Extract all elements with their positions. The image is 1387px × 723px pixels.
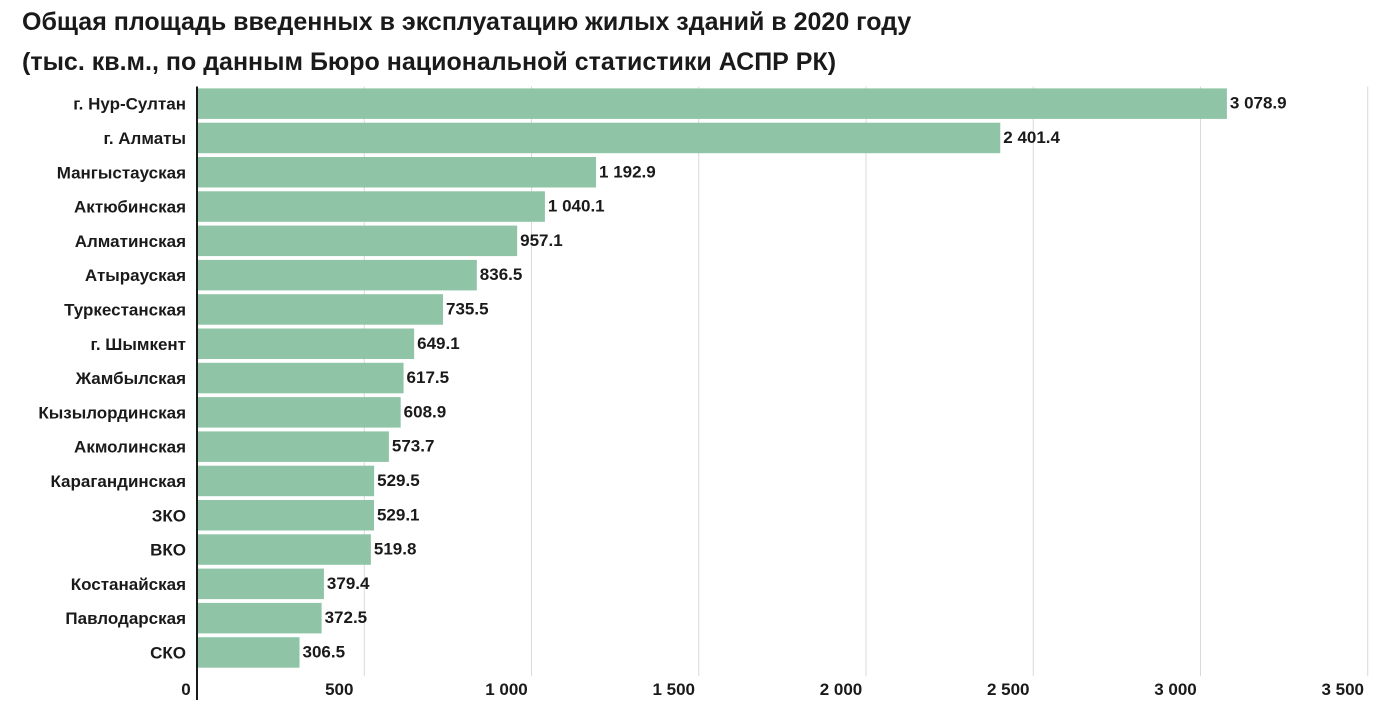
value-label: 836.5 <box>480 265 523 284</box>
bar <box>197 294 444 325</box>
value-label: 529.1 <box>377 505 420 524</box>
value-label: 529.5 <box>377 471 420 490</box>
category-label: ЗКО <box>152 506 186 525</box>
bar <box>197 465 375 497</box>
bar <box>197 602 322 634</box>
x-tick-label: 1 000 <box>485 680 528 699</box>
category-label: Алматинская <box>75 232 186 251</box>
value-labels: 3 078.9 2 401.4 1 192.9 1 040.1 957.1 836.5 73… <box>303 94 1287 662</box>
value-label: 735.5 <box>446 299 489 318</box>
value-label: 306.5 <box>303 642 346 661</box>
category-label: Атырауская <box>85 266 186 285</box>
category-label: г. Шымкент <box>90 335 186 354</box>
category-label: г. Алматы <box>103 129 186 148</box>
value-label: 519.8 <box>374 540 417 559</box>
bar <box>197 568 324 600</box>
bar <box>197 122 1001 154</box>
bar <box>197 157 597 188</box>
x-tick-label: 3 500 <box>1321 680 1364 699</box>
value-label: 379.4 <box>327 574 370 593</box>
bar <box>197 88 1227 119</box>
x-tick-label: 0 <box>181 680 190 699</box>
value-label: 372.5 <box>325 608 368 627</box>
bar <box>197 637 300 668</box>
category-label: Жамбылская <box>75 369 186 388</box>
bar <box>197 500 374 531</box>
bar <box>197 431 389 462</box>
value-label: 2 401.4 <box>1003 128 1060 147</box>
x-tick-label: 2 500 <box>987 680 1030 699</box>
chart-title-line1: Общая площадь введенных в эксплуатацию ж… <box>22 8 912 36</box>
x-tick-label: 1 500 <box>652 680 695 699</box>
category-label: Костанайская <box>71 575 186 594</box>
bar <box>197 328 415 359</box>
bar <box>197 534 371 565</box>
value-label: 957.1 <box>520 231 563 250</box>
value-label: 608.9 <box>404 402 447 421</box>
category-labels: г. Нур-Султан г. Алматы Мангыстауская Актюб… <box>38 95 186 663</box>
value-label: 617.5 <box>407 368 450 387</box>
value-label: 649.1 <box>417 334 460 353</box>
bar <box>197 259 477 291</box>
category-label: Мангыстауская <box>57 163 186 182</box>
value-label: 1 040.1 <box>548 197 605 216</box>
x-tick-label: 3 000 <box>1154 680 1197 699</box>
x-tick-label: 2 000 <box>820 680 863 699</box>
bar <box>197 191 545 222</box>
category-label: Актюбинская <box>74 198 186 217</box>
value-label: 1 192.9 <box>599 162 656 181</box>
x-axis-ticks: 0 500 1 000 1 500 2 000 2 500 3 000 3 500 <box>181 680 1364 699</box>
value-label: 3 078.9 <box>1230 94 1287 113</box>
bar <box>197 225 518 257</box>
category-label: Акмолинская <box>74 438 186 457</box>
category-label: Кызылординская <box>38 403 186 422</box>
bars <box>197 88 1227 668</box>
category-label: Карагандинская <box>50 472 186 491</box>
x-tick-label: 500 <box>325 680 353 699</box>
bar <box>197 362 404 394</box>
category-label: Павлодарская <box>65 609 186 628</box>
chart-title-line2: (тыс. кв.м., по данным Бюро национальной… <box>22 48 837 76</box>
category-label: СКО <box>150 643 186 662</box>
value-label: 573.7 <box>392 437 435 456</box>
bar <box>197 397 401 428</box>
category-label: г. Нур-Султан <box>73 95 186 114</box>
category-label: Туркестанская <box>64 300 186 319</box>
category-label: ВКО <box>150 541 186 560</box>
